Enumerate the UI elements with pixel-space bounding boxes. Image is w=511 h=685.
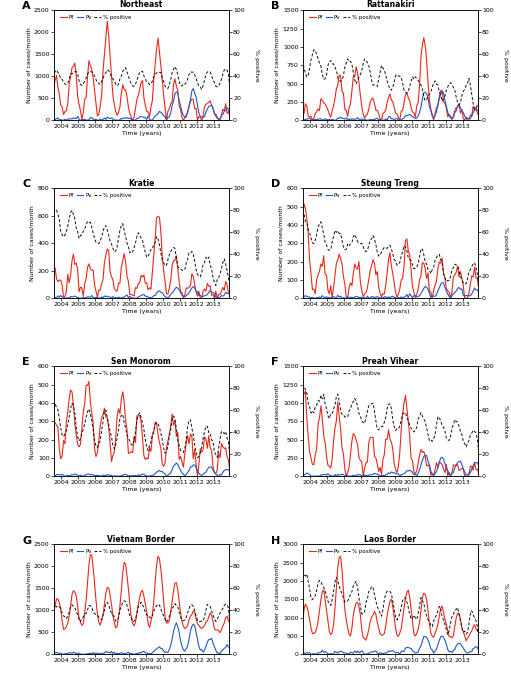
Legend: Pf, Pv, % positive: Pf, Pv, % positive — [307, 191, 382, 201]
Y-axis label: % positive: % positive — [503, 583, 508, 616]
Legend: Pf, Pv, % positive: Pf, Pv, % positive — [58, 369, 133, 379]
Title: Steung Treng: Steung Treng — [361, 179, 419, 188]
Title: Rattanakiri: Rattanakiri — [366, 1, 414, 10]
Title: Preah Vihear: Preah Vihear — [362, 356, 419, 366]
Title: Northeast: Northeast — [120, 1, 163, 10]
Legend: Pf, Pv, % positive: Pf, Pv, % positive — [307, 13, 382, 23]
Text: D: D — [271, 179, 280, 190]
Y-axis label: % positive: % positive — [254, 49, 260, 82]
Title: Sen Monorom: Sen Monorom — [111, 356, 171, 366]
Legend: Pf, Pv, % positive: Pf, Pv, % positive — [58, 547, 133, 556]
X-axis label: Time (years): Time (years) — [122, 309, 161, 314]
Title: Laos Border: Laos Border — [364, 534, 416, 543]
Legend: Pf, Pv, % positive: Pf, Pv, % positive — [307, 369, 382, 379]
Text: F: F — [271, 358, 278, 367]
Text: B: B — [271, 1, 280, 12]
Y-axis label: % positive: % positive — [503, 227, 508, 260]
Y-axis label: Number of cases/month: Number of cases/month — [26, 27, 31, 103]
Text: H: H — [271, 536, 280, 545]
Y-axis label: % positive: % positive — [254, 405, 260, 438]
X-axis label: Time (years): Time (years) — [122, 664, 161, 670]
Text: G: G — [22, 536, 31, 545]
Title: Kratie: Kratie — [128, 179, 154, 188]
X-axis label: Time (years): Time (years) — [370, 664, 410, 670]
Y-axis label: % positive: % positive — [503, 405, 508, 438]
Y-axis label: Number of cases/month: Number of cases/month — [30, 206, 35, 281]
X-axis label: Time (years): Time (years) — [370, 487, 410, 492]
Text: A: A — [22, 1, 31, 12]
Y-axis label: Number of cases/month: Number of cases/month — [30, 384, 35, 459]
X-axis label: Time (years): Time (years) — [122, 487, 161, 492]
Legend: Pf, Pv, % positive: Pf, Pv, % positive — [58, 13, 133, 23]
Text: E: E — [22, 358, 30, 367]
Title: Vietnam Border: Vietnam Border — [107, 534, 175, 543]
Y-axis label: Number of cases/month: Number of cases/month — [26, 562, 31, 637]
Legend: Pf, Pv, % positive: Pf, Pv, % positive — [58, 191, 133, 201]
X-axis label: Time (years): Time (years) — [370, 309, 410, 314]
Y-axis label: Number of cases/month: Number of cases/month — [275, 562, 280, 637]
X-axis label: Time (years): Time (years) — [122, 131, 161, 136]
Y-axis label: Number of cases/month: Number of cases/month — [275, 384, 280, 459]
Text: C: C — [22, 179, 30, 190]
Y-axis label: Number of cases/month: Number of cases/month — [275, 27, 280, 103]
Legend: Pf, Pv, % positive: Pf, Pv, % positive — [307, 547, 382, 556]
Y-axis label: % positive: % positive — [503, 49, 508, 82]
Y-axis label: Number of cases/month: Number of cases/month — [279, 206, 284, 281]
Y-axis label: % positive: % positive — [254, 583, 260, 616]
X-axis label: Time (years): Time (years) — [370, 131, 410, 136]
Y-axis label: % positive: % positive — [254, 227, 260, 260]
